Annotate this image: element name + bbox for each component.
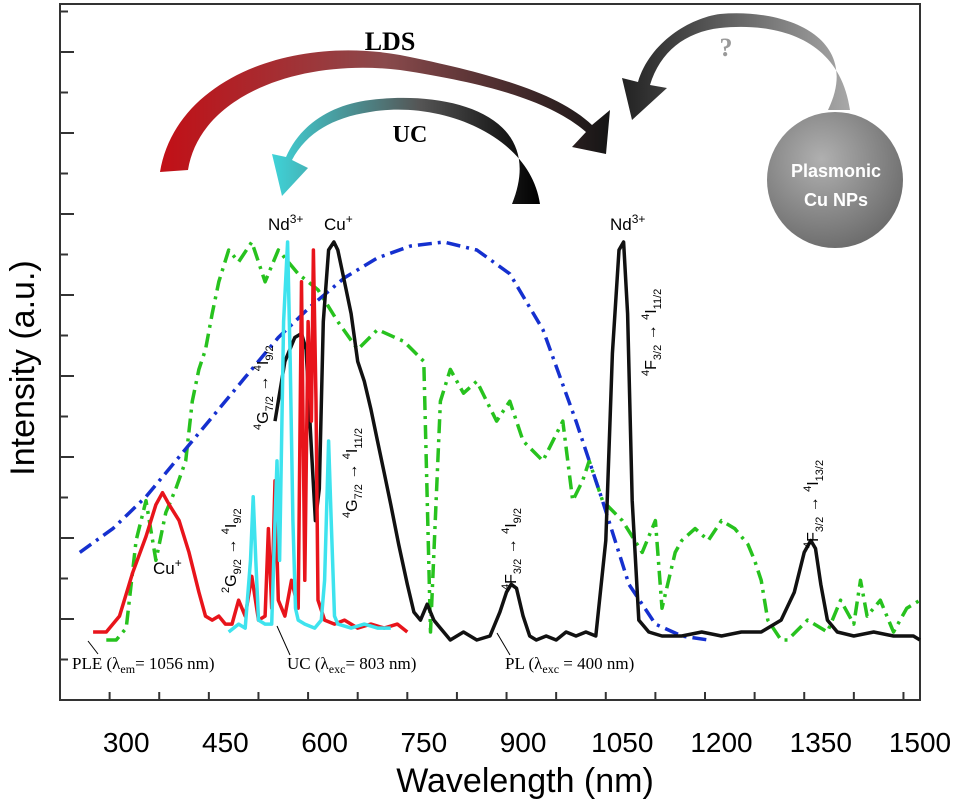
nd-label-left: Nd3+ — [268, 212, 303, 234]
svg-text:4F3/2 → 4I13/2: 4F3/2 → 4I13/2 — [802, 460, 826, 548]
series-group — [78, 240, 921, 642]
transition-label-5: 4F3/2 → 4I11/2 — [640, 289, 664, 376]
svg-text:4G7/2 → 4I11/2: 4G7/2 → 4I11/2 — [341, 428, 365, 518]
energy-arrows — [160, 13, 903, 248]
x-tick-label: 1500 — [889, 727, 951, 758]
cu-label-top: Cu+ — [324, 212, 353, 234]
plot-frame — [59, 3, 921, 701]
pl-series-label: PL (λexc = 400 nm) — [505, 654, 634, 676]
lds-arrow — [160, 50, 610, 172]
x-tick-label: 600 — [301, 727, 348, 758]
uc-arrow — [272, 97, 540, 204]
svg-text:4F3/2 → 4I11/2: 4F3/2 → 4I11/2 — [640, 289, 664, 376]
svg-text:2G9/2 → 4I9/2: 2G9/2 → 4I9/2 — [220, 508, 244, 593]
transition-label-4: 4F3/2 → 4I9/2 — [500, 508, 524, 590]
y-axis-title: Intensity (a.u.) — [4, 260, 42, 475]
x-tick-label: 1350 — [790, 727, 852, 758]
x-tick-label: 750 — [400, 727, 447, 758]
uc-label: UC — [393, 122, 428, 148]
series-line-0 — [93, 248, 409, 634]
question-arrow — [622, 13, 850, 120]
pl-label-leader — [496, 632, 511, 656]
x-tick-label: 900 — [500, 727, 547, 758]
svg-text:4F3/2 → 4I9/2: 4F3/2 → 4I9/2 — [500, 508, 524, 590]
x-axis-title: Wavelength (nm) — [396, 762, 654, 800]
uc-label-leader — [276, 625, 291, 656]
svg-text:4G7/2 → 4I9/2: 4G7/2 → 4I9/2 — [252, 345, 276, 430]
series-line-4 — [78, 240, 709, 642]
transition-label-3: 4G7/2 → 4I11/2 — [341, 428, 365, 518]
np-label-line2: Cu NPs — [804, 190, 868, 210]
x-tick-label: 450 — [202, 727, 249, 758]
plasmonic-np-sphere — [767, 112, 903, 248]
x-tick-label: 1050 — [591, 727, 653, 758]
cu-label-bottom: Cu+ — [153, 556, 182, 578]
transition-label-6: 4F3/2 → 4I13/2 — [802, 460, 826, 548]
uc-series-label: UC (λexc= 803 nm) — [287, 654, 416, 676]
transition-label-1: 2G9/2 → 4I9/2 — [220, 508, 244, 593]
axis-ticks — [59, 10, 905, 701]
x-tick-labels: 300 450 600 750 900 1050 1200 1350 1500 — [103, 727, 951, 758]
np-label-line1: Plasmonic — [791, 161, 881, 181]
nd-label-right: Nd3+ — [610, 212, 645, 234]
question-label: ? — [720, 33, 733, 62]
x-tick-label: 1200 — [690, 727, 752, 758]
lds-label: LDS — [365, 27, 416, 56]
series-line-1 — [227, 240, 391, 634]
ple-label-leader — [87, 640, 99, 655]
transition-label-2: 4G7/2 → 4I9/2 — [252, 345, 276, 430]
series-line-2 — [273, 240, 921, 642]
x-tick-label: 300 — [103, 727, 150, 758]
ple-series-label: PLE (λem= 1056 nm) — [72, 654, 215, 676]
